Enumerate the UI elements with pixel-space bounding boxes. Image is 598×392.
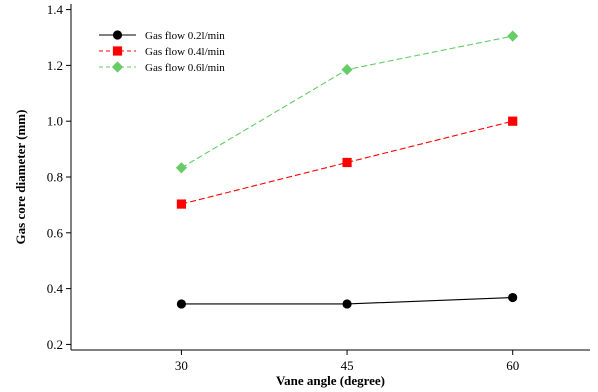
legend-label: Gas flow 0.6l/min — [145, 62, 225, 74]
series-2 — [176, 116, 518, 209]
y-axis-title: Gas core diameter (mm) — [13, 110, 28, 245]
y-tick-label: 1.0 — [47, 114, 63, 129]
y-tick-label: 1.2 — [47, 58, 63, 73]
series-layer — [175, 30, 519, 309]
legend-entry: Gas flow 0.6l/min — [99, 61, 225, 74]
legend-marker — [111, 61, 124, 73]
legend-marker — [112, 46, 123, 56]
series-3 — [175, 30, 519, 174]
x-tick-label: 60 — [506, 358, 519, 373]
y-tick-label: 0.6 — [47, 225, 64, 240]
data-point — [342, 157, 352, 168]
legend: Gas flow 0.2l/min Gas flow 0.4l/min Gas fl… — [99, 30, 225, 74]
series-line — [181, 35, 513, 169]
y-tick-label: 0.2 — [47, 337, 63, 352]
y-tick-label: 0.4 — [47, 281, 64, 296]
x-axis-title: Vane angle (degree) — [276, 373, 385, 388]
legend-entry: Gas flow 0.2l/min — [99, 30, 225, 42]
data-point — [342, 299, 352, 309]
legend-marker — [112, 30, 123, 40]
series-1 — [176, 292, 518, 309]
data-point — [176, 199, 187, 209]
y-tick-label: 0.8 — [47, 170, 63, 185]
data-point — [175, 162, 188, 174]
axes: 0.2 0.4 0.6 0.8 1.0 1.2 1.4 30 45 60 — [47, 2, 590, 373]
legend-label: Gas flow 0.2l/min — [145, 30, 225, 42]
x-tick-label: 30 — [175, 358, 188, 373]
data-point — [508, 116, 518, 126]
data-point — [508, 292, 518, 303]
legend-label: Gas flow 0.4l/min — [145, 46, 225, 58]
legend-entry: Gas flow 0.4l/min — [99, 46, 225, 58]
data-point — [176, 299, 187, 309]
data-point — [507, 30, 519, 42]
series-line — [181, 120, 513, 205]
data-point — [341, 63, 353, 76]
x-tick-label: 45 — [341, 358, 354, 373]
y-tick-label: 1.4 — [47, 2, 64, 17]
